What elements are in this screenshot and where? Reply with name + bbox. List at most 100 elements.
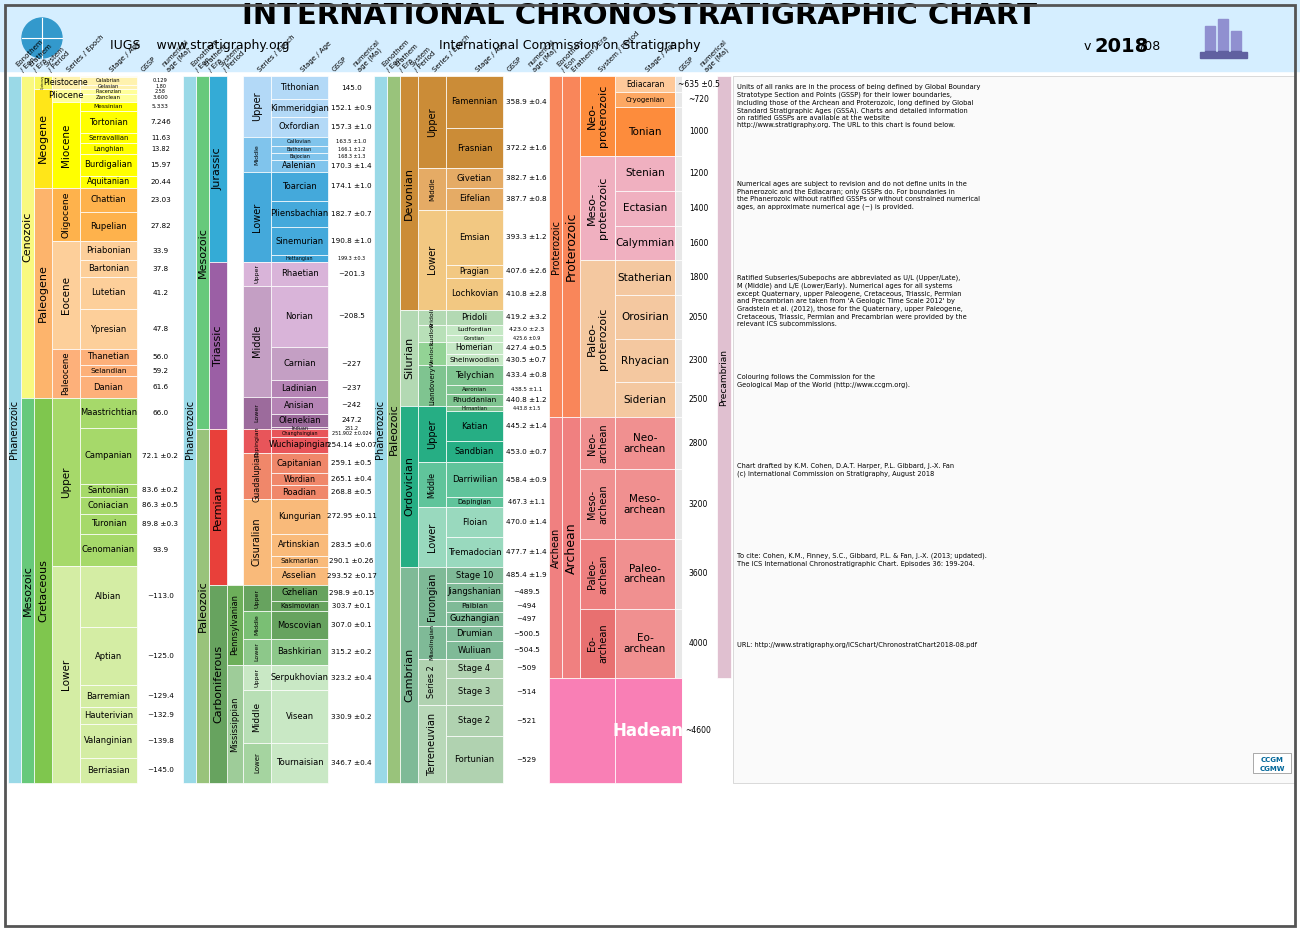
- Text: ~500.5: ~500.5: [514, 630, 540, 637]
- Bar: [34, 88, 52, 188]
- Text: Capitanian: Capitanian: [277, 459, 322, 467]
- Text: Maastrichtian: Maastrichtian: [79, 408, 136, 417]
- Text: Hauterivian: Hauterivian: [84, 711, 133, 720]
- Text: ~145.0: ~145.0: [147, 767, 174, 774]
- Bar: [335, 665, 368, 691]
- Bar: [446, 567, 503, 583]
- Bar: [52, 241, 81, 349]
- Text: Erathem
/ Era: Erathem / Era: [203, 43, 233, 73]
- Text: Proterozoic: Proterozoic: [550, 220, 560, 274]
- Bar: [243, 429, 270, 453]
- Text: 13.82: 13.82: [151, 145, 170, 152]
- Bar: [227, 665, 243, 783]
- Text: ~201.3: ~201.3: [338, 271, 365, 277]
- Bar: [8, 76, 21, 783]
- Bar: [335, 227, 368, 255]
- Text: 72.1 ±0.2: 72.1 ±0.2: [143, 452, 178, 459]
- Bar: [335, 153, 368, 159]
- Text: ~237: ~237: [342, 385, 361, 391]
- Text: Stenian: Stenian: [625, 169, 664, 179]
- Text: ~113.0: ~113.0: [147, 593, 174, 600]
- Text: Guzhangian: Guzhangian: [450, 614, 499, 624]
- Text: Barremian: Barremian: [87, 692, 130, 701]
- Bar: [270, 453, 328, 473]
- Text: Pliocene: Pliocene: [48, 91, 83, 100]
- Bar: [1200, 52, 1247, 55]
- Text: Cisuralian: Cisuralian: [252, 518, 263, 566]
- Text: 152.1 ±0.9: 152.1 ±0.9: [332, 105, 372, 111]
- Bar: [615, 92, 675, 107]
- Bar: [335, 76, 368, 100]
- Bar: [21, 76, 34, 398]
- Text: Dapingian: Dapingian: [458, 499, 491, 506]
- Bar: [335, 499, 368, 533]
- Bar: [144, 758, 177, 783]
- Bar: [446, 537, 503, 567]
- Text: 307.0 ±0.1: 307.0 ±0.1: [332, 622, 372, 628]
- Text: Selandian: Selandian: [90, 368, 127, 373]
- Text: Cambrian: Cambrian: [404, 648, 413, 702]
- Text: Lutetian: Lutetian: [91, 289, 126, 298]
- Text: INTERNATIONAL CHRONOSTRATIGRAPHIC CHART: INTERNATIONAL CHRONOSTRATIGRAPHIC CHART: [243, 2, 1037, 30]
- Text: System
/ Period: System / Period: [43, 46, 70, 73]
- Bar: [615, 417, 675, 469]
- Bar: [52, 88, 81, 102]
- Bar: [510, 354, 543, 365]
- Bar: [144, 398, 177, 427]
- Text: Wenlock: Wenlock: [429, 341, 434, 367]
- Text: Furongian: Furongian: [426, 573, 437, 621]
- Text: 293.52 ±0.17: 293.52 ±0.17: [326, 573, 377, 579]
- Bar: [183, 76, 196, 783]
- Bar: [446, 209, 503, 265]
- Bar: [446, 613, 503, 626]
- Text: 15.97: 15.97: [150, 162, 170, 168]
- Bar: [335, 691, 368, 743]
- Bar: [335, 100, 368, 116]
- Text: 315.2 ±0.2: 315.2 ±0.2: [332, 649, 372, 654]
- Bar: [335, 413, 368, 427]
- Bar: [270, 146, 328, 153]
- Text: Paleo-
archean: Paleo- archean: [588, 554, 608, 594]
- Bar: [615, 225, 675, 261]
- Bar: [243, 137, 270, 172]
- Bar: [615, 295, 675, 339]
- Bar: [682, 539, 715, 609]
- Bar: [510, 613, 543, 626]
- Bar: [243, 585, 270, 612]
- Text: Erathem
/ Era: Erathem / Era: [27, 43, 57, 73]
- Text: Eonothem
/ Eon: Eonothem / Eon: [555, 38, 590, 73]
- Text: Pleistocene: Pleistocene: [44, 78, 88, 87]
- Bar: [209, 429, 228, 585]
- Text: Homerian: Homerian: [456, 344, 493, 353]
- Bar: [419, 659, 446, 706]
- Text: ~129.4: ~129.4: [147, 694, 174, 699]
- Text: Wuchiapingian: Wuchiapingian: [268, 440, 330, 450]
- Text: 254.14 ±0.07: 254.14 ±0.07: [326, 442, 377, 448]
- Text: 1200: 1200: [689, 169, 708, 178]
- Bar: [335, 159, 368, 172]
- Bar: [419, 626, 446, 659]
- Bar: [270, 137, 328, 146]
- Bar: [335, 427, 368, 429]
- Text: Ectasian: Ectasian: [623, 203, 667, 213]
- Text: Gorstian: Gorstian: [464, 336, 485, 341]
- Text: Devonian: Devonian: [404, 167, 413, 220]
- Bar: [675, 107, 682, 156]
- Text: 3600: 3600: [689, 570, 708, 578]
- Bar: [243, 286, 270, 397]
- Text: 59.2: 59.2: [152, 368, 169, 373]
- Bar: [510, 507, 543, 537]
- Text: Danian: Danian: [94, 383, 124, 392]
- Text: Changhsingian: Changhsingian: [281, 430, 317, 436]
- Text: 323.2 ±0.4: 323.2 ±0.4: [332, 675, 372, 681]
- Bar: [446, 310, 503, 325]
- Text: 1000: 1000: [689, 127, 708, 136]
- Text: Wordian: Wordian: [283, 475, 316, 483]
- Bar: [270, 473, 328, 485]
- Text: Miocene: Miocene: [61, 124, 72, 167]
- Text: Statherian: Statherian: [618, 273, 672, 283]
- Bar: [81, 627, 136, 685]
- Text: Tournaisian: Tournaisian: [276, 759, 324, 767]
- Text: Series / Epoch: Series / Epoch: [66, 34, 105, 73]
- Text: Kungurian: Kungurian: [278, 512, 321, 520]
